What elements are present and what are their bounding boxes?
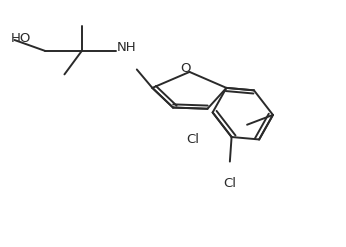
Text: NH: NH: [117, 41, 137, 54]
Text: Cl: Cl: [223, 177, 236, 190]
Text: Cl: Cl: [186, 133, 199, 146]
Text: O: O: [180, 62, 190, 75]
Text: HO: HO: [10, 32, 31, 45]
